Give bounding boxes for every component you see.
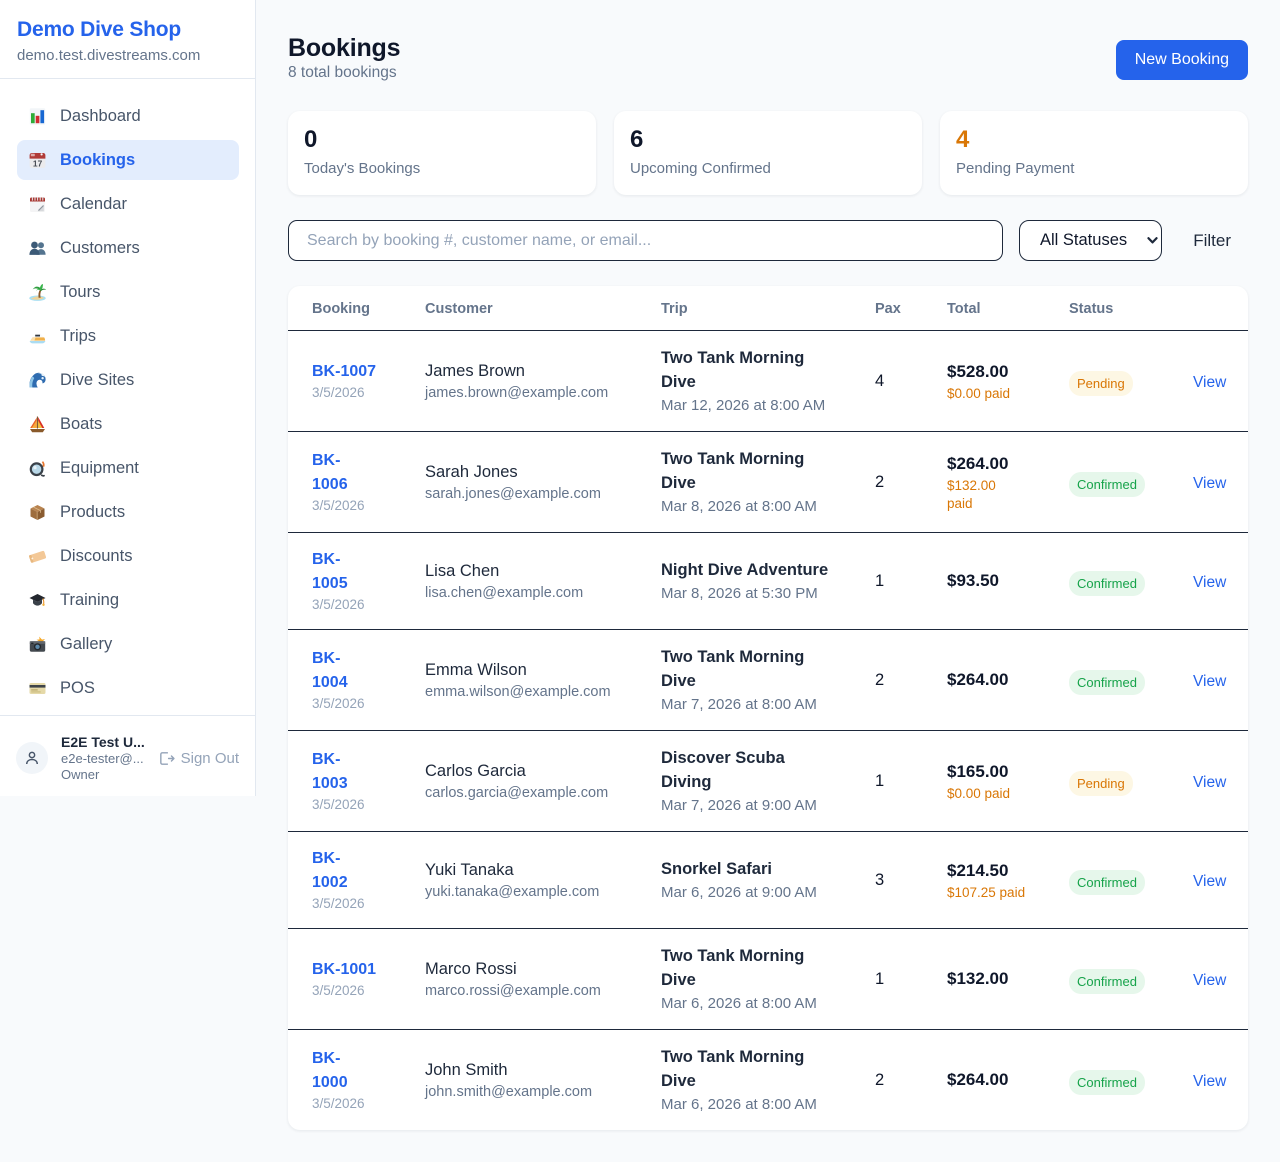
svg-text:17: 17	[33, 158, 43, 168]
